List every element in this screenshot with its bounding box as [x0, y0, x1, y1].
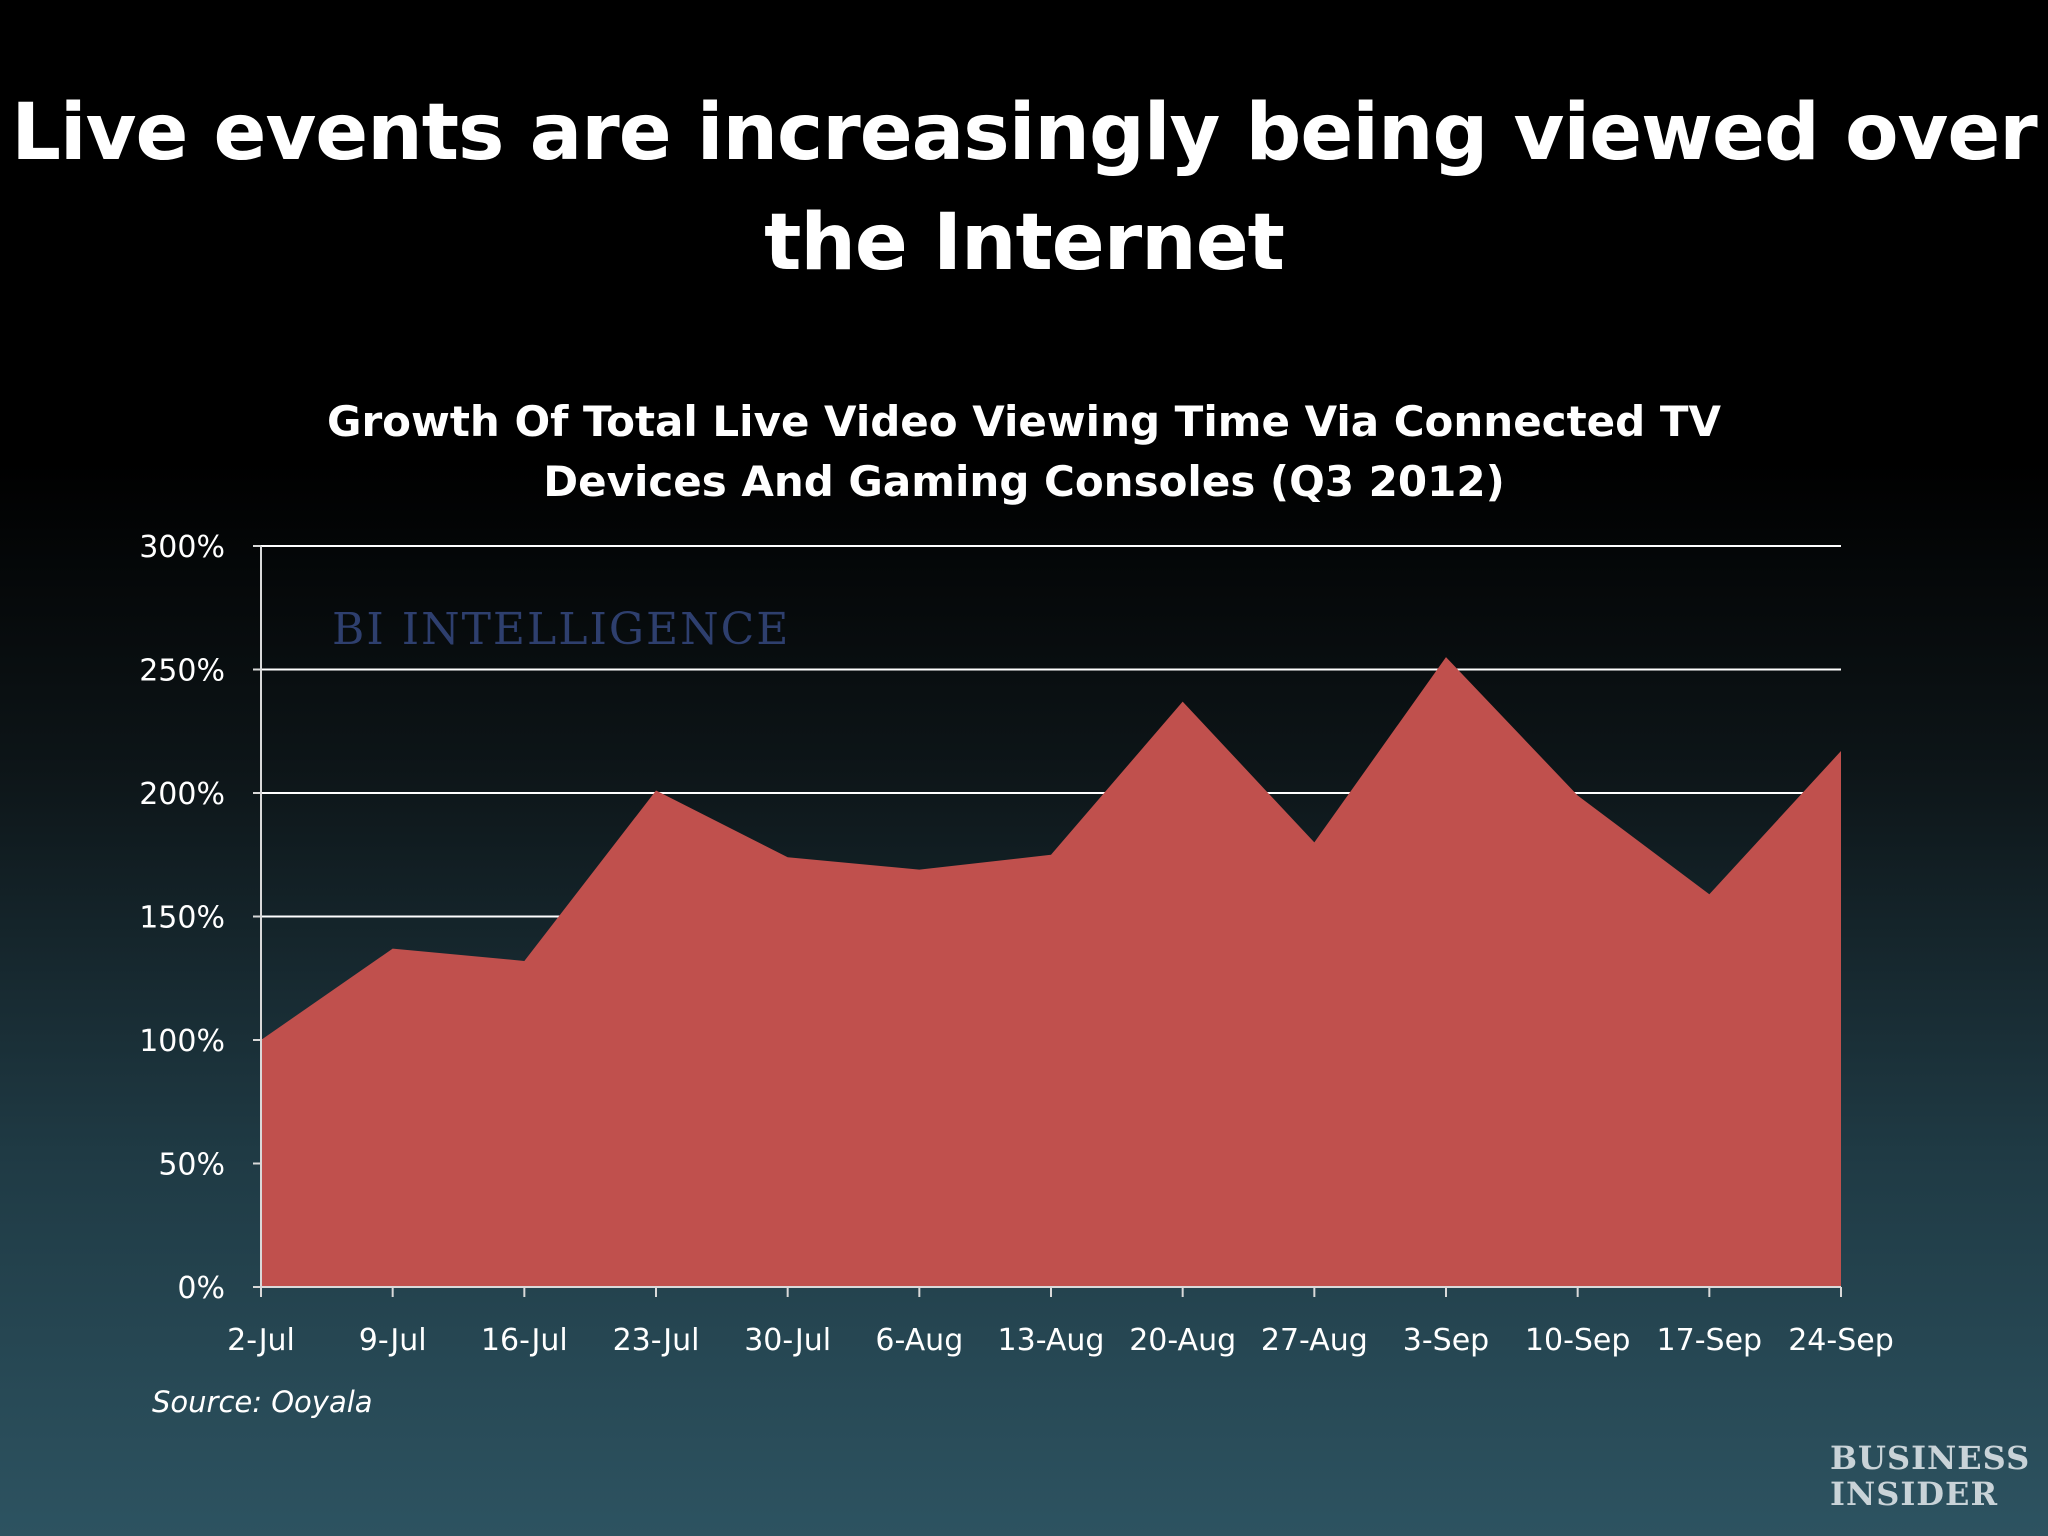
x-tick-label: 24-Sep — [1788, 1323, 1894, 1358]
business-insider-logo: BUSINESS INSIDER — [1830, 1440, 2030, 1512]
x-tick-label: 27-Aug — [1261, 1323, 1368, 1358]
y-tick-label: 150% — [139, 901, 225, 936]
area-series — [261, 657, 1841, 1287]
x-tick-label: 16-Jul — [481, 1323, 568, 1358]
y-tick-label: 250% — [139, 654, 225, 689]
x-tick-label: 20-Aug — [1129, 1323, 1236, 1358]
y-tick-label: 300% — [139, 530, 225, 565]
y-tick-labels: 0% 50% 100% 150% 200% 250% 300% — [139, 530, 225, 1306]
y-tick-label: 200% — [139, 777, 225, 812]
x-tick-label: 17-Sep — [1657, 1323, 1763, 1358]
axes — [253, 545, 1842, 1297]
x-tick-label: 2-Jul — [227, 1323, 295, 1358]
x-tick-label: 13-Aug — [998, 1323, 1105, 1358]
logo-line1: BUSINESS — [1830, 1439, 2031, 1477]
source-note: Source: Ooyala — [152, 1385, 373, 1419]
chart-title-line2: Devices And Gaming Consoles (Q3 2012) — [543, 457, 1505, 506]
slide-title: Live events are increasingly being viewe… — [0, 78, 2048, 298]
x-tick-label: 23-Jul — [613, 1323, 700, 1358]
x-tick-label: 6-Aug — [875, 1323, 963, 1358]
x-tick-label: 3-Sep — [1403, 1323, 1489, 1358]
area-fill — [261, 657, 1841, 1287]
logo-line2: INSIDER — [1830, 1475, 1999, 1513]
x-tick-label: 30-Jul — [744, 1323, 831, 1358]
slide-title-line2: the Internet — [764, 198, 1285, 288]
chart-title: Growth Of Total Live Video Viewing Time … — [0, 392, 2048, 512]
x-tick-labels: 2-Jul 9-Jul 16-Jul 23-Jul 30-Jul 6-Aug 13-Aug 2… — [227, 1323, 1894, 1358]
x-tick-label: 9-Jul — [359, 1323, 427, 1358]
bi-intelligence-watermark: BI INTELLIGENCE — [332, 604, 791, 655]
y-tick-label: 100% — [139, 1024, 225, 1059]
slide-title-line1: Live events are increasingly being viewe… — [11, 88, 2038, 178]
x-tick-label: 10-Sep — [1525, 1323, 1631, 1358]
chart-title-line1: Growth Of Total Live Video Viewing Time … — [327, 397, 1721, 446]
y-tick-label: 50% — [158, 1148, 225, 1183]
y-tick-label: 0% — [177, 1271, 225, 1306]
